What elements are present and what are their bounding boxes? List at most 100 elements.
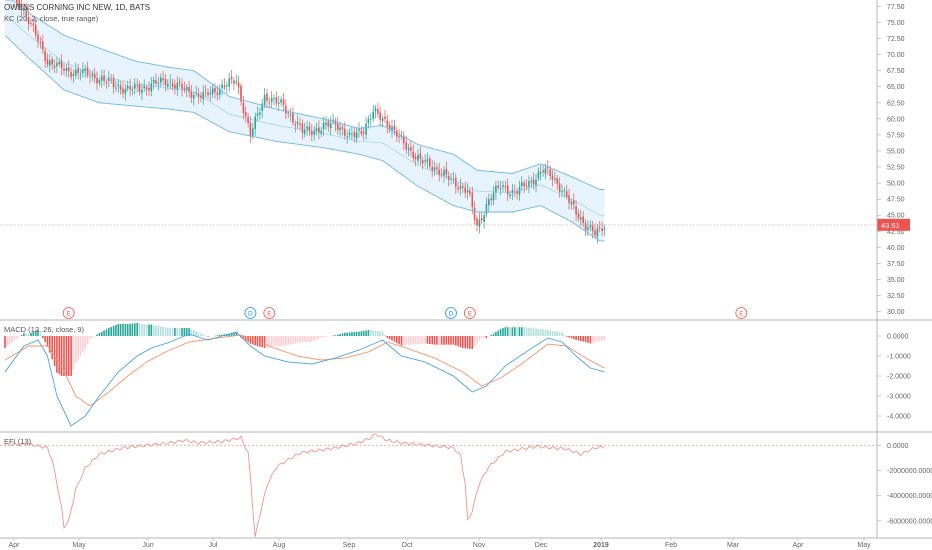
time-axis[interactable]: Apr May Jun Jul Aug Sep Oct Nov Dec 2019 Feb Mar Apr… <box>9 538 872 549</box>
macd-histogram-bar <box>195 331 197 337</box>
macd-histogram-bar <box>417 336 419 344</box>
candle-body <box>561 191 563 193</box>
candle-body <box>358 129 360 131</box>
candle <box>287 109 289 118</box>
efi-pane[interactable]: EFI (13) <box>0 433 877 537</box>
candle <box>266 88 268 109</box>
macd-label: MACD (12, 26, close, 9) <box>4 325 85 334</box>
price-tick-label: 70.00 <box>887 52 905 59</box>
keltner-channel-lines <box>4 0 605 242</box>
candle <box>339 121 341 137</box>
macd-histogram-bar <box>181 328 183 336</box>
candle-body <box>84 68 86 71</box>
macd-histogram-bar <box>63 336 65 376</box>
candle-body <box>65 68 68 71</box>
time-tick-label: Mar <box>727 542 740 549</box>
price-pane[interactable]: E D E D E E OWENS CORNING INC NEW, 1D, BATS K… <box>0 0 877 319</box>
macd-histogram-bar <box>591 336 594 343</box>
candle-body <box>51 59 53 65</box>
candle <box>181 78 183 97</box>
candle-body <box>261 103 263 111</box>
time-tick-label: Jul <box>209 542 218 549</box>
candle-body <box>39 42 42 44</box>
price-tick-label: 65.00 <box>887 84 905 91</box>
candle-body <box>301 123 304 133</box>
candle-body <box>577 213 580 219</box>
macd-histogram-bar <box>587 336 589 343</box>
keltner-band <box>5 0 605 241</box>
macd-histogram-bar <box>20 335 23 336</box>
macd-pane[interactable]: MACD (12, 26, close, 9) <box>4 323 606 427</box>
time-tick-label: 2019 <box>593 542 609 549</box>
candle <box>101 69 103 88</box>
candle-body <box>341 127 344 129</box>
macd-histogram-bar <box>476 336 478 344</box>
candle <box>570 198 573 210</box>
macd-histogram-bar <box>235 332 238 336</box>
candle-body <box>169 81 171 83</box>
macd-histogram-bar <box>386 336 389 338</box>
macd-axis[interactable]: 0.0000 -1.0000 -2.0000 -3.0000 -4.0000 <box>877 334 911 421</box>
candle-body <box>278 102 280 104</box>
candle-body <box>157 82 160 84</box>
candle-body <box>372 111 374 119</box>
candle <box>311 124 313 142</box>
candle <box>410 141 412 157</box>
candle <box>521 175 523 191</box>
candle <box>82 62 84 78</box>
candle <box>46 53 49 68</box>
candle <box>115 80 117 92</box>
macd-histogram-bar <box>313 336 315 341</box>
macd-histogram-bar <box>11 336 13 343</box>
candle-body <box>549 169 551 177</box>
price-axis[interactable]: 77.50 75.00 72.50 70.00 67.50 65.00 62.50 60.00… <box>877 4 910 316</box>
time-tick-label: Nov <box>473 542 486 549</box>
candle <box>141 83 143 101</box>
macd-tick-label: -2.0000 <box>887 374 911 381</box>
candle <box>431 160 433 178</box>
candle <box>594 223 596 239</box>
macd-histogram-bar <box>521 327 523 336</box>
candle-body <box>188 87 190 92</box>
candle-body <box>32 23 35 25</box>
candle <box>539 164 542 181</box>
macd-histogram-bar <box>160 326 162 336</box>
keltner-lower <box>4 34 605 242</box>
candle <box>37 30 39 48</box>
macd-histogram-bar <box>462 336 464 348</box>
candle-body <box>322 122 325 129</box>
candle-body <box>244 112 247 117</box>
candle <box>105 78 108 89</box>
candle-body <box>273 98 275 100</box>
candle-body <box>337 123 339 130</box>
candle <box>547 160 549 175</box>
candle-body <box>315 128 318 132</box>
time-tick-label: Aug <box>273 542 286 549</box>
macd-histogram-bar <box>261 336 263 348</box>
macd-histogram-bar <box>44 336 46 342</box>
macd-histogram-bar <box>98 333 101 336</box>
candle-body <box>223 85 226 88</box>
candle <box>452 172 455 184</box>
candle <box>169 74 171 90</box>
macd-histogram-bar <box>301 336 304 343</box>
candle <box>289 108 292 122</box>
candle-body <box>167 83 169 87</box>
candle-body <box>136 85 138 87</box>
macd-histogram-bar <box>42 336 44 338</box>
candle-body <box>601 228 603 232</box>
candle-body <box>190 91 193 98</box>
macd-histogram-bar <box>381 331 384 336</box>
macd-histogram-bar <box>542 329 544 336</box>
candle <box>485 197 488 218</box>
candle <box>30 18 32 27</box>
candle <box>464 181 466 198</box>
macd-histogram-bar <box>30 333 32 336</box>
candle-body <box>483 215 485 222</box>
efi-axis[interactable]: 0.0000 -2000000.0000 -4000000.0000 -6000000… <box>877 443 932 526</box>
price-tick-label: 77.50 <box>887 4 905 11</box>
candle <box>388 121 391 133</box>
macd-histogram-bar <box>190 329 193 336</box>
time-tick-label: Oct <box>402 542 413 549</box>
